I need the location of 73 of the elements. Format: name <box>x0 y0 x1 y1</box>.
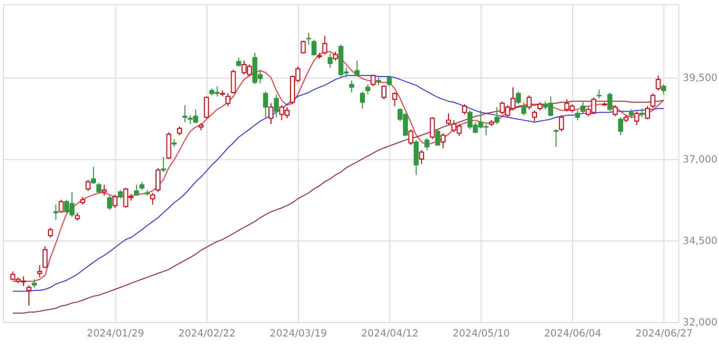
candlestick <box>596 89 602 99</box>
candlestick <box>322 35 328 56</box>
candlestick <box>430 116 435 140</box>
candlestick <box>532 110 538 122</box>
candlestick <box>306 32 312 46</box>
candlestick <box>446 112 451 126</box>
candlestick <box>392 92 398 107</box>
candlestick <box>86 179 91 192</box>
candlestick <box>150 192 156 206</box>
candlestick <box>580 102 586 114</box>
candlestick <box>618 116 624 136</box>
x-tick-label: 2024/01/29 <box>86 328 144 340</box>
y-tick-label: 32,000 <box>682 317 718 328</box>
candlestick <box>607 92 612 112</box>
y-tick-label: 34,500 <box>682 236 718 247</box>
candlestick <box>419 150 424 164</box>
candlestick <box>650 92 656 109</box>
candlestick <box>53 204 58 220</box>
candlestick <box>494 106 500 125</box>
candlestick <box>90 166 96 184</box>
x-tick-label: 2024/02/22 <box>178 328 236 340</box>
candlestick <box>268 102 274 125</box>
candlestick <box>300 40 306 54</box>
candlestick <box>263 91 268 118</box>
candlestick <box>42 246 48 269</box>
candlestick <box>645 106 650 120</box>
candlestick <box>160 156 166 173</box>
y-tick-label: 37,000 <box>682 154 718 166</box>
candlestick <box>225 92 230 107</box>
x-tick-label: 2024/06/27 <box>636 328 693 340</box>
x-tick-label: 2024/04/12 <box>361 328 418 340</box>
candlestick <box>354 60 360 78</box>
candlestick <box>102 184 107 196</box>
candlestick <box>58 199 64 214</box>
candlestick <box>440 132 446 149</box>
candlestick <box>386 75 392 87</box>
candlestick <box>274 94 279 118</box>
candlestick <box>349 80 354 93</box>
candlestick <box>381 84 386 100</box>
candlestick <box>462 104 468 115</box>
candlestick <box>370 74 376 87</box>
candlestick <box>360 91 365 109</box>
candlestick <box>312 39 316 56</box>
candlestick <box>516 91 521 105</box>
candlestick <box>365 84 370 95</box>
candlestick <box>107 194 112 210</box>
candlestick <box>526 94 532 110</box>
candlestick <box>554 128 559 148</box>
candlestick <box>575 110 580 121</box>
candlestick <box>612 104 618 117</box>
candlestick <box>156 168 161 192</box>
candlestick <box>661 84 666 95</box>
candlestick <box>204 96 209 119</box>
candlestick <box>48 227 53 238</box>
x-tick-label: 2024/06/04 <box>544 328 602 340</box>
candlestick <box>408 128 414 146</box>
x-tick-label: 2024/05/10 <box>452 328 510 340</box>
candlestick <box>656 75 661 92</box>
y-tick-label: 39,500 <box>682 72 718 84</box>
candlestick <box>328 53 333 68</box>
candlestick <box>424 138 430 151</box>
candlestick <box>558 114 564 132</box>
x-tick-label: 2024/03/19 <box>270 328 327 340</box>
candlestick <box>96 182 102 194</box>
candlestick <box>112 194 118 208</box>
candlestick <box>435 128 440 146</box>
candlestick <box>414 140 419 176</box>
candlestick <box>134 184 139 196</box>
candlestick <box>37 264 42 278</box>
candlestick <box>26 284 32 306</box>
candlestick <box>521 102 526 116</box>
candlestick <box>166 132 172 160</box>
candlestick <box>230 69 236 94</box>
